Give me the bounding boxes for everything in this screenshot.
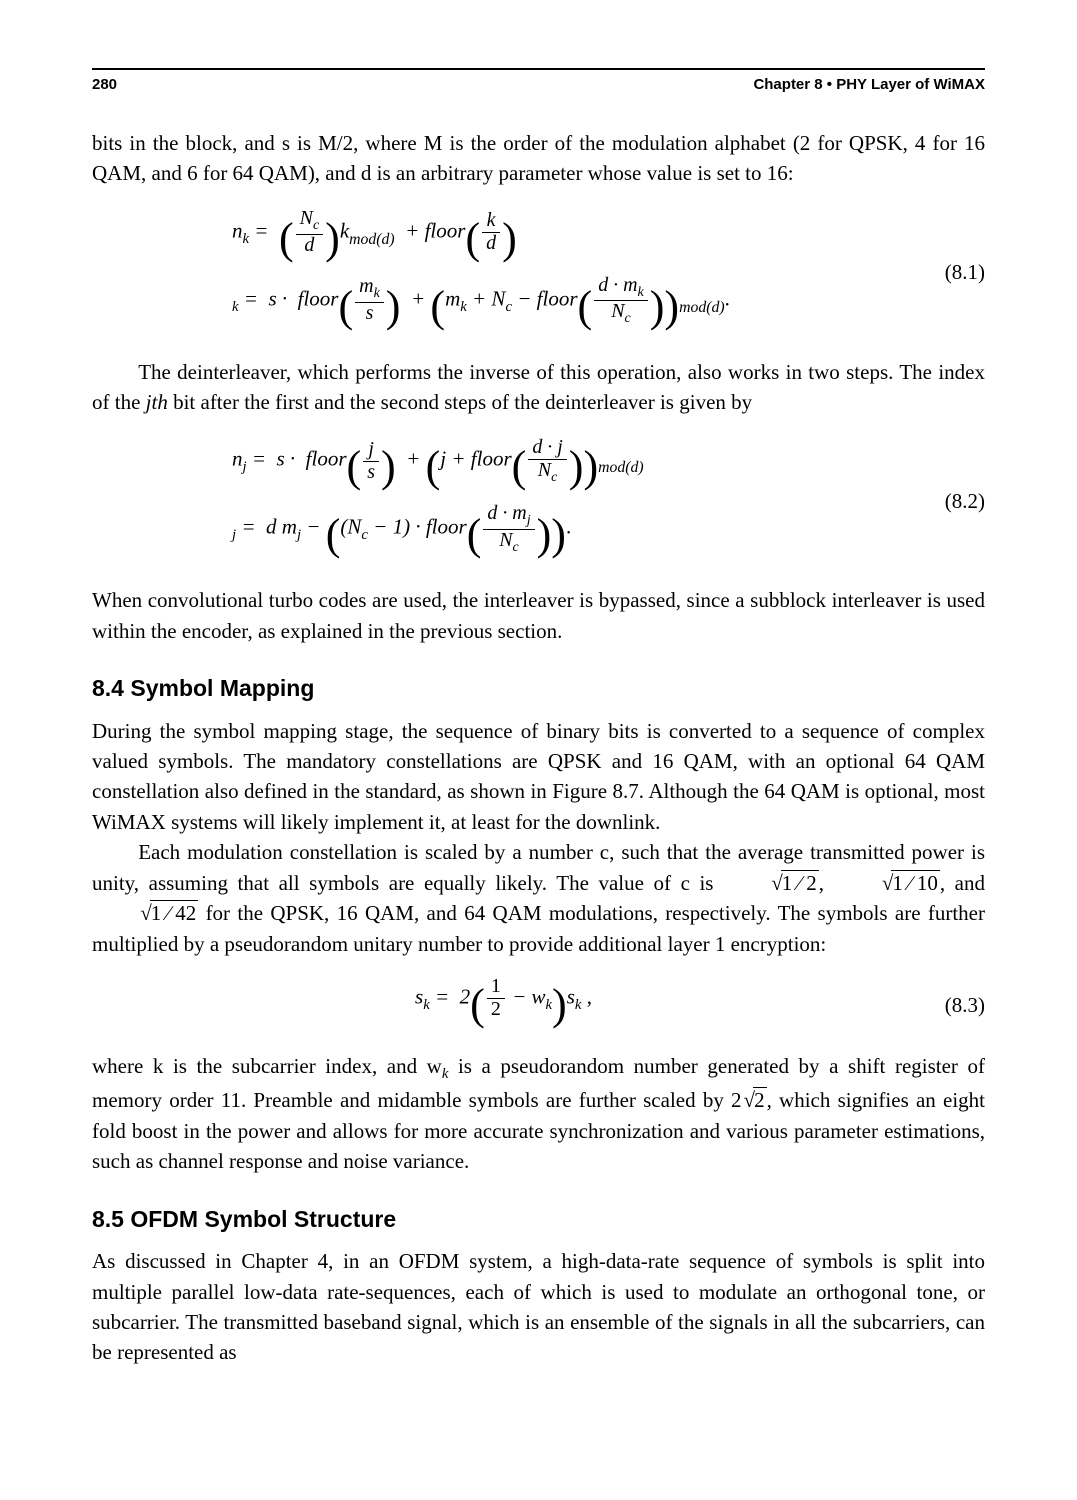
sqrt-value: 1 ∕ 10 xyxy=(891,870,940,895)
sqrt-value: 1 ∕ 42 xyxy=(150,900,199,925)
paragraph-ctc: When convolutional turbo codes are used,… xyxy=(92,585,985,646)
paragraph-where-k: where k is the subcarrier index, and wk … xyxy=(92,1051,985,1177)
text-run: where k is the subcarrier index, and w xyxy=(92,1054,442,1078)
page-number: 280 xyxy=(92,74,117,96)
text-run: for the QPSK, 16 QAM, and 64 QAM modulat… xyxy=(92,901,985,955)
sqrt-value: 1 ∕ 2 xyxy=(781,870,819,895)
equation-number: (8.2) xyxy=(915,486,985,516)
text-run: , and xyxy=(940,871,985,895)
chapter-label: Chapter 8 • PHY Layer of WiMAX xyxy=(753,74,985,96)
equation-8-2: nj = s · floor(js) + (j + floor(d · jNc)… xyxy=(92,431,985,571)
paragraph-intro: bits in the block, and s is M/2, where M… xyxy=(92,128,985,189)
running-head: 280 Chapter 8 • PHY Layer of WiMAX xyxy=(92,74,985,96)
paragraph-ofdm: As discussed in Chapter 4, in an OFDM sy… xyxy=(92,1246,985,1368)
equation-number: (8.1) xyxy=(915,257,985,287)
page: 280 Chapter 8 • PHY Layer of WiMAX bits … xyxy=(0,0,1077,1500)
equation-8-1: nk = (Ncd)kmod(d) + floor(kd) k = s · fl… xyxy=(92,203,985,343)
text-run: bit after the first and the second steps… xyxy=(168,390,752,414)
scalar-two: 2 xyxy=(731,1088,742,1112)
sqrt-value: 2 xyxy=(753,1087,767,1112)
paragraph-symbol-mapping-2: Each modulation constellation is scaled … xyxy=(92,837,985,959)
equation-number: (8.3) xyxy=(915,990,985,1020)
equation-8-3: sk = 2(12 − wk)sk , (8.3) xyxy=(92,973,985,1037)
paragraph-symbol-mapping-1: During the symbol mapping stage, the seq… xyxy=(92,716,985,838)
heading-8-5: 8.5 OFDM Symbol Structure xyxy=(92,1203,985,1236)
header-rule xyxy=(92,68,985,70)
heading-8-4: 8.4 Symbol Mapping xyxy=(92,672,985,705)
italic-run: jth xyxy=(146,390,168,414)
paragraph-deinterleaver: The deinterleaver, which performs the in… xyxy=(92,357,985,418)
text-run: , xyxy=(819,871,834,895)
